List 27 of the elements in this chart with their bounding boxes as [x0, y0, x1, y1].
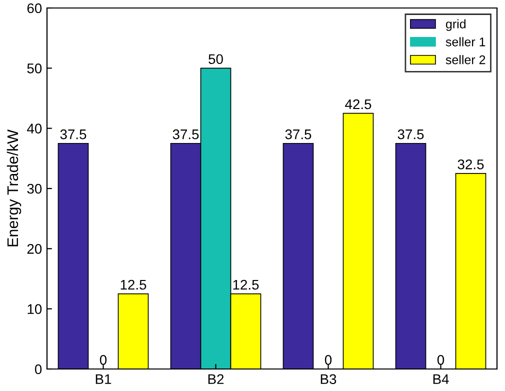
x-tick-label: B2: [208, 374, 224, 384]
y-tick-label: 50: [27, 64, 42, 74]
legend-label: seller 1: [446, 37, 486, 46]
legend-label: seller 2: [446, 55, 486, 64]
data-label: 37.5: [60, 129, 86, 140]
data-label: 50: [208, 54, 223, 64]
y-tick-label: 40: [27, 124, 42, 134]
y-tick-label: 0: [34, 364, 42, 374]
data-label: 12.5: [233, 280, 259, 290]
data-label: 0: [100, 355, 107, 365]
data-label: 37.5: [285, 129, 312, 140]
data-label: 0: [437, 355, 444, 365]
data-label: 37.5: [398, 129, 424, 140]
data-label: 37.5: [172, 129, 199, 140]
y-tick-label: 10: [28, 304, 42, 314]
data-label: 12.5: [120, 280, 146, 290]
data-label: 0: [324, 355, 332, 365]
data-label: 42.5: [345, 99, 372, 110]
x-tick-label: B1: [96, 374, 112, 384]
x-tick-label: B4: [433, 374, 449, 384]
y-axis-title: Energy Trade/kW: [6, 130, 22, 246]
y-tick-label: 30: [27, 184, 42, 194]
y-tick-label: 20: [27, 244, 42, 254]
x-tick-label: B3: [320, 374, 336, 384]
y-tick-label: 60: [27, 3, 42, 14]
legend-label: grid: [446, 19, 466, 31]
data-label: 32.5: [458, 159, 484, 170]
